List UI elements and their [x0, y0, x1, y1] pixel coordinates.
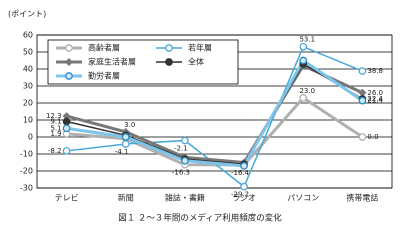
data-label: 26.0	[367, 89, 383, 97]
data-label: -29.2	[231, 191, 249, 199]
legend-marker	[65, 44, 73, 52]
y-tick-label: -20	[20, 167, 33, 176]
caption: 図１ ２～３年間のメディア利用頻度の変化	[118, 213, 282, 224]
data-label: 3.0	[124, 121, 135, 129]
data-label: 0.0	[367, 133, 378, 141]
x-tick-label: 新聞	[118, 193, 134, 203]
data-point	[240, 162, 248, 170]
data-point	[121, 140, 130, 148]
legend-label: 全体	[188, 57, 204, 67]
data-label: -16.4	[231, 169, 250, 177]
data-label: -8.2	[48, 147, 62, 155]
x-tick-label: ラジオ	[232, 194, 256, 203]
x-tick-label: 雑誌・書籍	[165, 193, 205, 203]
data-point	[181, 156, 189, 165]
series-line	[66, 62, 363, 165]
y-tick-label: 60	[23, 31, 33, 40]
data-label: 53.1	[299, 36, 315, 44]
legend-label: 若年層	[188, 43, 212, 53]
data-point	[62, 117, 71, 126]
data-point	[240, 182, 248, 191]
data-label: 22.4	[367, 95, 383, 103]
data-label: 38.8	[367, 67, 383, 75]
y-tick-label: 10	[23, 116, 33, 125]
data-point	[181, 136, 189, 145]
data-point	[62, 112, 71, 121]
legend-item: 高齢者層	[56, 43, 120, 53]
x-tick-label: パソコン	[287, 194, 319, 203]
legend-item: 家庭生活者層	[56, 57, 136, 67]
data-label: 23.0	[299, 87, 315, 95]
data-point	[299, 42, 308, 51]
legend-label: 家庭生活者層	[88, 57, 136, 67]
data-label: -2.1	[174, 145, 188, 153]
y-axis-label: (ポイント)	[8, 10, 46, 19]
data-label: 12.3	[46, 112, 62, 120]
legend-item: 全体	[156, 57, 204, 67]
legend-item: 勤労者層	[56, 71, 120, 81]
y-tick-label: 20	[23, 99, 33, 108]
data-point	[62, 124, 71, 133]
data-label: 1.9	[50, 130, 61, 138]
legend-label: 勤労者層	[88, 71, 120, 81]
legend-marker	[65, 72, 73, 80]
data-point	[358, 133, 367, 141]
y-tick-label: 0	[28, 133, 33, 142]
data-label: -16.3	[172, 169, 190, 177]
legend-marker	[165, 44, 173, 52]
data-label: 9.1	[50, 118, 61, 126]
x-tick-label: 携帯電話	[346, 193, 378, 203]
legend-marker	[165, 58, 173, 66]
y-tick-label: -30	[20, 184, 33, 193]
data-point	[358, 67, 367, 75]
y-tick-label: -10	[20, 150, 33, 159]
legend-item: 若年層	[156, 43, 212, 53]
x-tick-label: テレビ	[55, 194, 79, 203]
y-tick-label: 30	[23, 82, 33, 91]
data-point	[358, 88, 367, 97]
data-label: 5.1	[50, 124, 61, 132]
y-tick-label: 40	[23, 65, 33, 74]
y-tick-label: 50	[23, 48, 33, 57]
plot-frame	[36, 34, 393, 189]
legend-marker	[65, 58, 73, 66]
data-point	[299, 94, 308, 102]
series-line	[66, 58, 364, 168]
legend-label: 高齢者層	[88, 43, 120, 53]
data-point	[358, 96, 367, 105]
chart: (ポイント) 図１ ２～３年間のメディア利用頻度の変化 -30 -20 -10 0 10…	[8, 10, 393, 224]
data-point	[121, 133, 130, 141]
data-point	[62, 147, 71, 155]
data-label: 21.4	[367, 97, 383, 105]
data-point	[299, 56, 308, 65]
data-label: -4.1	[115, 148, 129, 156]
